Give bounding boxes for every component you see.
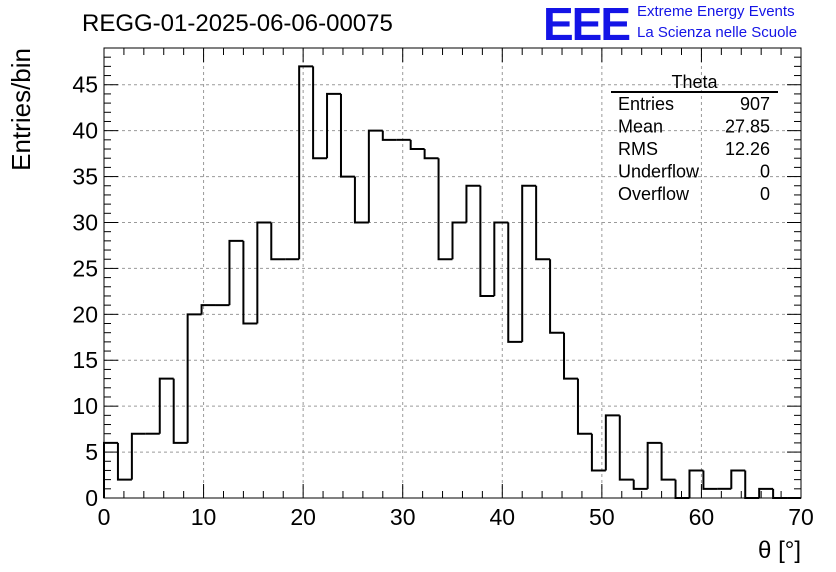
stats-label: RMS	[618, 139, 658, 159]
histogram-bin	[730, 469, 746, 489]
histogram-bin	[312, 66, 328, 160]
histogram-bin	[465, 184, 481, 223]
stats-value: 27.85	[725, 117, 770, 137]
histogram-bin	[674, 479, 690, 499]
histogram-bin	[130, 432, 146, 480]
logo-line-1: Extreme Energy Events	[637, 3, 795, 20]
histogram-bin	[228, 239, 244, 306]
histogram-bin	[772, 488, 788, 499]
stats-value: 0	[760, 162, 770, 182]
stats-label: Underflow	[618, 162, 700, 182]
x-tick-label: 10	[191, 504, 217, 530]
histogram-bin	[590, 433, 606, 472]
histogram-bin	[116, 442, 132, 481]
y-tick-label: 10	[72, 393, 98, 419]
histogram-bin	[409, 139, 425, 151]
x-tick-label: 20	[290, 504, 316, 530]
histogram-bin	[688, 469, 704, 498]
histogram-bin	[326, 92, 341, 159]
y-tick-label: 0	[85, 485, 98, 511]
stats-label: Mean	[618, 117, 663, 137]
y-tick-label: 5	[85, 439, 98, 465]
histogram-bin	[549, 259, 565, 334]
x-tick-label: 50	[589, 504, 615, 530]
stats-value: 12.26	[725, 139, 770, 159]
histogram-bin	[479, 185, 495, 297]
histogram-bin	[493, 221, 509, 296]
histogram-bin	[423, 149, 439, 160]
histogram-bin	[604, 414, 620, 471]
x-tick-label: 0	[98, 504, 111, 530]
x-axis-label: θ [°]	[758, 537, 801, 564]
histogram-bin	[158, 377, 174, 434]
histogram-bin	[618, 415, 634, 481]
eee-logo-mark: EEE	[543, 0, 631, 50]
histogram-bin	[339, 93, 355, 178]
y-tick-label: 25	[72, 255, 98, 281]
stats-label: Overflow	[618, 184, 690, 204]
histogram-bin	[256, 221, 272, 324]
x-tick-label: 30	[390, 504, 416, 530]
histogram-bin	[660, 442, 676, 481]
histogram-bin	[270, 222, 286, 261]
histogram-bin	[451, 221, 467, 260]
histogram-bin	[172, 378, 188, 444]
y-tick-label: 35	[72, 164, 98, 190]
histogram-bin	[186, 313, 202, 443]
histogram-bin	[507, 222, 523, 343]
chart-title: REGG-01-2025-06-06-00075	[82, 10, 393, 37]
histogram-bin	[646, 441, 662, 489]
histogram-bin	[702, 470, 718, 490]
histogram-bin	[200, 304, 216, 315]
y-tick-label: 40	[72, 118, 98, 144]
histogram-bin	[353, 176, 369, 224]
histogram-bin	[563, 332, 578, 380]
histogram-bin	[298, 65, 314, 260]
y-tick-label: 20	[72, 301, 98, 327]
y-tick-label: 45	[72, 72, 98, 98]
y-tick-label: 30	[72, 209, 98, 235]
histogram-bin	[437, 158, 453, 261]
histogram-bin	[576, 378, 592, 435]
histogram-bin	[744, 470, 760, 499]
stats-value: 0	[760, 184, 770, 204]
stats-label: Entries	[618, 94, 674, 114]
histogram-bin	[367, 129, 383, 223]
histogram-bin	[535, 185, 551, 261]
y-axis-label: Entries/bin	[6, 48, 36, 171]
y-tick-label: 15	[72, 347, 98, 373]
histogram-bin	[632, 479, 648, 490]
stats-value: 907	[740, 94, 770, 114]
x-tick-label: 60	[689, 504, 715, 530]
x-tick-label: 70	[788, 504, 814, 530]
histogram-bin	[758, 487, 774, 498]
logo-line-2: La Scienza nelle Scuole	[637, 24, 798, 41]
plot-frame	[103, 47, 802, 499]
histogram-bin	[521, 184, 537, 342]
histogram-bin	[381, 130, 397, 141]
stats-box-title: Theta	[671, 72, 718, 92]
x-tick-label: 40	[489, 504, 515, 530]
histogram-bin	[242, 240, 258, 325]
